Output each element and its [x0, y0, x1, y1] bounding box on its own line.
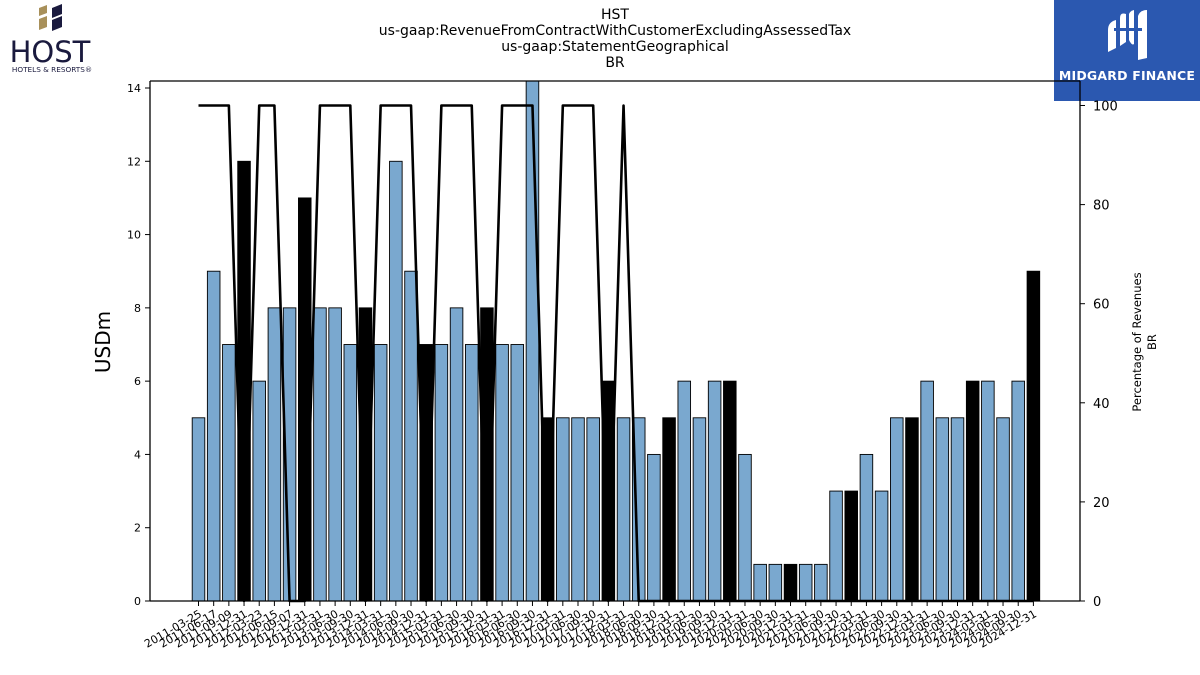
y2-tick-label: 80: [1093, 199, 1110, 214]
chart-title: HST us-gaap:RevenueFromContractWithCusto…: [315, 7, 915, 71]
bar: [267, 307, 282, 602]
midgard-finance-brand: MIDGARD FINANCE: [1058, 68, 1196, 83]
bar: [798, 563, 813, 602]
y-tick-label: 4: [134, 448, 141, 461]
bar: [373, 344, 388, 602]
bar: [829, 490, 843, 602]
bar: [556, 417, 570, 602]
bar: [692, 417, 707, 602]
bar: [783, 563, 798, 602]
title-line-ticker: HST: [601, 7, 629, 23]
bar: [647, 453, 661, 602]
bar: [981, 380, 995, 602]
title-line-concept: us-gaap:RevenueFromContractWithCustomerE…: [378, 23, 852, 39]
y-tick-label: 0: [134, 595, 141, 608]
bar: [510, 344, 525, 602]
host-logo-word: HOST: [10, 35, 91, 69]
bar: [950, 417, 965, 602]
title-line-member: BR: [605, 55, 625, 71]
bar: [814, 563, 828, 602]
bar: [328, 307, 342, 602]
bar: [389, 160, 403, 602]
bar: [222, 344, 236, 602]
bar: [905, 417, 919, 602]
midgard-finance-logo: MIDGARD FINANCE: [1054, 0, 1200, 101]
bar: [859, 453, 874, 602]
y2-axis-label-member: BR: [1145, 334, 1159, 350]
bar: [252, 380, 266, 602]
bar: [707, 380, 722, 602]
bar: [662, 417, 676, 602]
y2-tick-label: 60: [1093, 298, 1110, 313]
bar: [464, 344, 479, 602]
host-logo-subtitle: HOTELS & RESORTS®: [12, 65, 92, 74]
y2-tick-label: 100: [1093, 100, 1118, 115]
bar: [525, 80, 540, 602]
bar: [298, 197, 312, 602]
y-tick-label: 10: [127, 229, 141, 242]
bar: [768, 563, 783, 602]
bar: [753, 563, 767, 602]
y2-axis-label: Percentage of Revenues: [1130, 272, 1144, 411]
y-tick-label: 12: [127, 155, 141, 168]
midgard-logo-mark: [1108, 10, 1147, 60]
bar: [313, 307, 327, 602]
y-tick-label: 2: [134, 522, 141, 535]
y2-tick-label: 20: [1093, 496, 1110, 511]
bar: [616, 417, 631, 602]
y-axis-label: USDm: [91, 311, 115, 373]
bar: [191, 417, 206, 602]
bar: [404, 270, 418, 602]
bar: [996, 417, 1010, 602]
y-tick-label: 8: [134, 302, 141, 315]
bar: [723, 380, 737, 602]
y2-tick-label: 40: [1093, 397, 1110, 412]
bar: [206, 270, 221, 602]
bar: [495, 344, 509, 602]
title-line-axis: us-gaap:StatementGeographical: [501, 39, 729, 55]
bar: [965, 380, 980, 602]
bar: [844, 490, 858, 602]
bar: [571, 417, 585, 602]
bar: [449, 307, 464, 602]
bar: [874, 490, 889, 602]
host-logo-mark: HOST HOTELS & RESORTS®: [10, 4, 92, 74]
bar: [237, 160, 251, 602]
y2-tick-label: 0: [1093, 595, 1101, 610]
y-tick-label: 14: [127, 82, 141, 95]
host-logo: HOST HOTELS & RESORTS®: [0, 0, 104, 80]
bar: [920, 380, 934, 602]
bar: [1026, 270, 1041, 602]
bar: [586, 417, 600, 602]
bar: [738, 453, 752, 602]
bar: [677, 380, 692, 602]
bar: [935, 417, 950, 602]
bar: [890, 417, 904, 602]
bar: [1011, 380, 1025, 602]
y-tick-label: 6: [134, 375, 141, 388]
bar: [343, 344, 358, 602]
bar: [434, 344, 449, 602]
